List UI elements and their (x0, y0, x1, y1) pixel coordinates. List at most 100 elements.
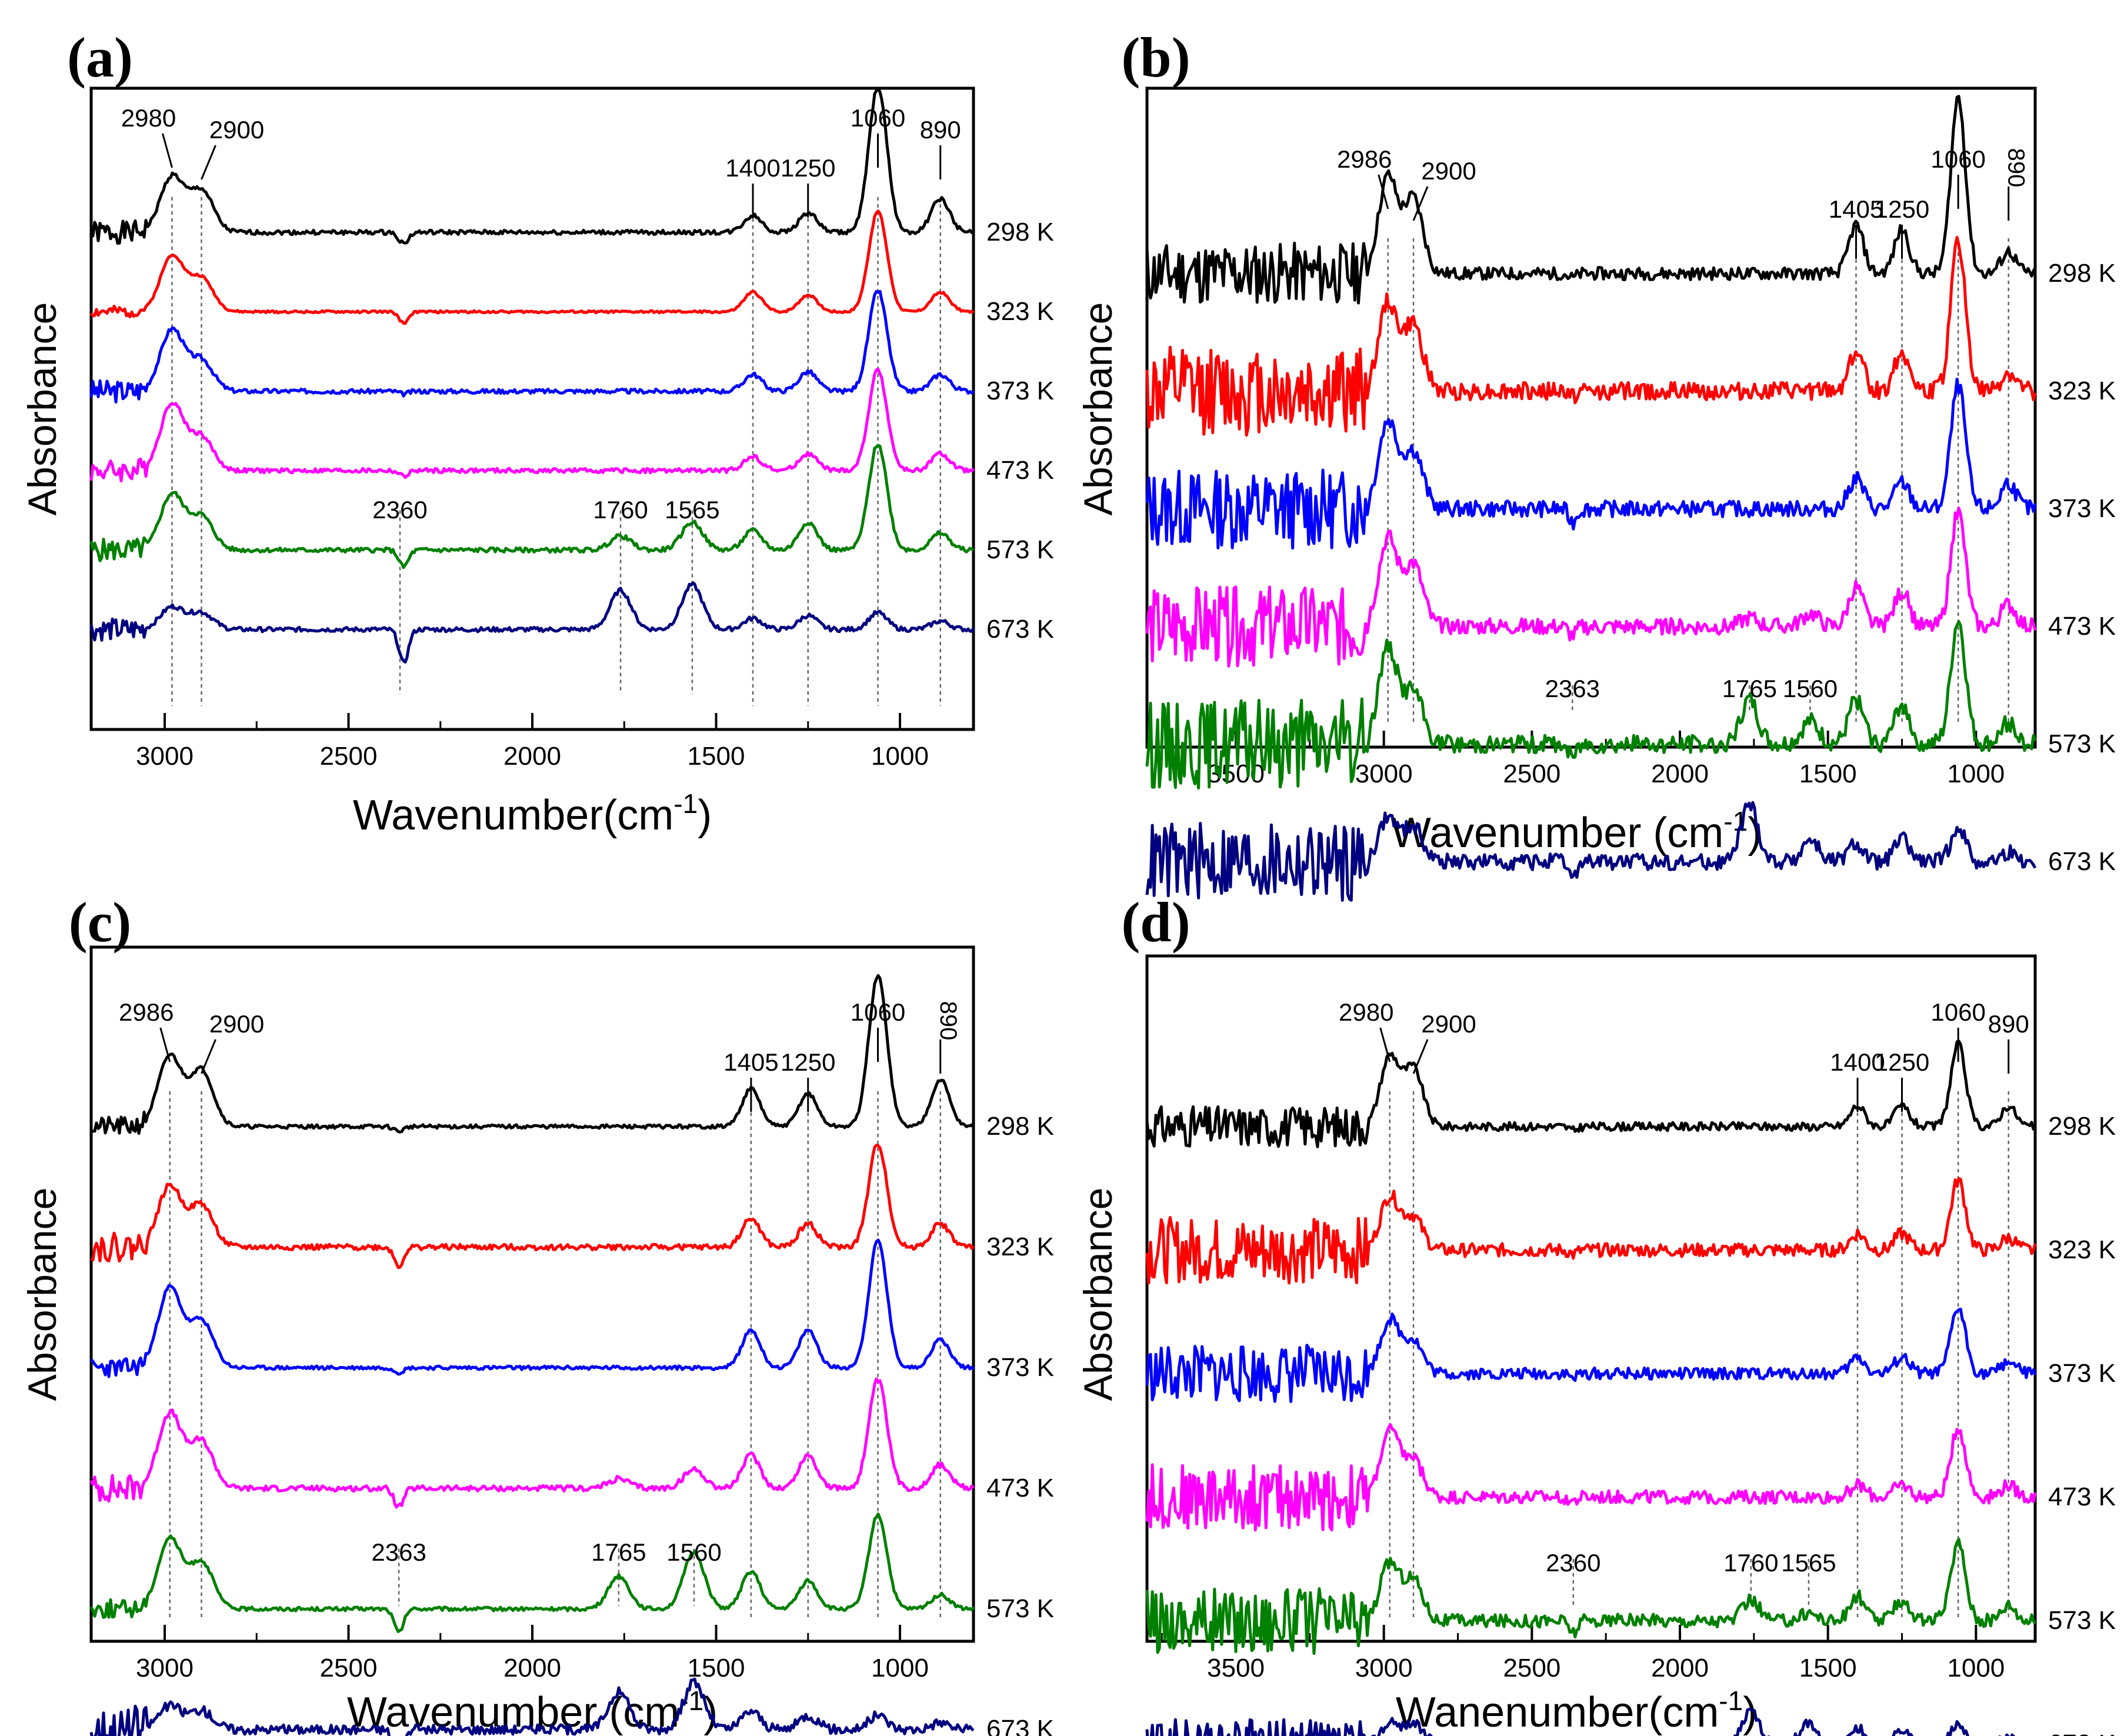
peak-label: 2980 (121, 104, 176, 132)
x-axis-label: Wavenumber(cm-1) (353, 788, 712, 839)
peak-label: 1405 (1829, 195, 1883, 223)
x-tick-label: 2000 (504, 1654, 561, 1682)
x-tick-label: 3500 (1207, 1654, 1265, 1682)
x-axis-label-end: ) (698, 792, 712, 839)
peak-label: 1250 (1875, 195, 1929, 223)
x-axis-label-main: Wavenumber(cm (353, 792, 673, 839)
panel-d: (d) 3500 3000 2500 2000 1500 1000 Wanenumber(cm… (1076, 891, 2116, 1736)
peak-label: 1760 (593, 496, 648, 524)
x-axis-label-sup: -1 (1719, 1685, 1743, 1716)
peak-label: 1765 (1722, 675, 1777, 702)
peak-arrow (1379, 1027, 1391, 1062)
peak-label: 1400 (725, 154, 780, 182)
peak-label: 2900 (1421, 1010, 1476, 1038)
peak-label: 890 (1988, 1010, 2029, 1038)
peak-label: 890 (2003, 148, 2029, 188)
x-tick-label: 1500 (688, 1654, 745, 1682)
peak-label: 1060 (1930, 998, 1985, 1026)
x-tick-label: 1000 (1947, 759, 2005, 788)
y-axis-label: Absorbance (1076, 1188, 1121, 1401)
series-line (89, 209, 975, 325)
series-label: 323 K (986, 297, 1054, 326)
peak-label: 1400 (1830, 1048, 1885, 1076)
series-label: 298 K (986, 218, 1054, 246)
series-label: 373 K (986, 376, 1054, 405)
series-line (90, 1144, 975, 1269)
peak-label: 1250 (781, 1048, 835, 1076)
series-line (1145, 620, 2037, 789)
x-tick-label: 1500 (1799, 759, 1857, 788)
series-line (1145, 1307, 2037, 1403)
series-label: 298 K (2048, 1112, 2116, 1141)
x-axis-label: Wanenumber(cm-1) (1396, 1685, 1757, 1736)
series-label: 573 K (986, 535, 1054, 564)
series-line (1145, 1423, 2037, 1532)
x-tick-label: 1500 (688, 742, 745, 771)
peak-label: 2360 (1546, 1549, 1600, 1577)
x-tick-label: 2500 (320, 1654, 378, 1682)
x-axis-label-end: ) (1743, 1689, 1757, 1736)
x-tick-label: 2500 (1503, 759, 1561, 788)
peak-label: 1060 (1930, 145, 1985, 173)
x-tick-label: 3000 (136, 742, 194, 771)
series-label: 573 K (2048, 729, 2116, 758)
peak-label: 1250 (781, 154, 835, 182)
peak-label: 1760 (1723, 1549, 1778, 1577)
series-line (89, 87, 975, 245)
series-label: 323 K (2048, 376, 2116, 405)
x-tick-label: 1000 (1947, 1654, 2005, 1682)
series-line (1145, 507, 2037, 668)
series-line (89, 1512, 975, 1634)
plot-frame (1145, 954, 2037, 1643)
x-tick-label: 2000 (1651, 1654, 1709, 1682)
peak-arrow (1412, 186, 1429, 221)
series-label: 323 K (986, 1232, 1054, 1261)
x-axis-label-main: Wavenumber (cm (1391, 809, 1723, 857)
peak-label: 1060 (851, 104, 905, 132)
plot-frame (89, 945, 975, 1643)
x-tick-label: 3000 (1355, 1654, 1413, 1682)
peak-label: 1565 (1781, 1549, 1836, 1577)
series-label: 473 K (2048, 1482, 2116, 1511)
series-label: 673 K (986, 1715, 1054, 1736)
series-line (89, 289, 975, 404)
peak-label: 2900 (1421, 157, 1476, 185)
series-label: 673 K (986, 615, 1054, 644)
panel-label: (c) (69, 891, 132, 954)
series-line (89, 1677, 975, 1736)
x-tick-label: 2500 (320, 742, 378, 771)
peak-label: 1060 (851, 998, 905, 1026)
peak-label: 890 (935, 1001, 961, 1041)
x-axis-label-end: ) (703, 1689, 718, 1736)
series-label: 673 K (2048, 847, 2116, 876)
series-line (1145, 1537, 2037, 1655)
panel-label: (a) (67, 26, 133, 89)
peak-label: 1565 (665, 496, 719, 524)
peak-label: 1560 (666, 1538, 721, 1566)
peak-arrow (159, 1027, 171, 1062)
series-line (89, 1377, 975, 1509)
x-tick-label: 2000 (1651, 759, 1709, 788)
peak-arrow (201, 1039, 216, 1074)
series-line (1145, 1177, 2037, 1285)
peak-label: 2363 (371, 1538, 426, 1566)
series-label: 573 K (986, 1594, 1054, 1623)
series-label: 298 K (2048, 259, 2116, 288)
panel-a: (a) 3000 2500 2000 1500 1000 Wavenumber(cm-1) A… (20, 26, 1054, 839)
series-label: 298 K (986, 1112, 1054, 1141)
peak-label: 2900 (209, 1010, 264, 1038)
series-label: 473 K (2048, 612, 2116, 641)
series-line (1145, 801, 2037, 902)
series-label: 673 K (2048, 1730, 2116, 1736)
series-line (89, 368, 975, 482)
peak-arrow (162, 133, 173, 168)
x-axis-label-sup: -1 (673, 788, 698, 819)
panel-label: (b) (1121, 26, 1190, 89)
series-line (1145, 1039, 2037, 1148)
series-label: 573 K (2048, 1606, 2116, 1635)
y-axis-label: Absorbance (20, 302, 65, 516)
peak-label: 2980 (1339, 998, 1393, 1026)
peak-label: 2986 (119, 998, 174, 1026)
